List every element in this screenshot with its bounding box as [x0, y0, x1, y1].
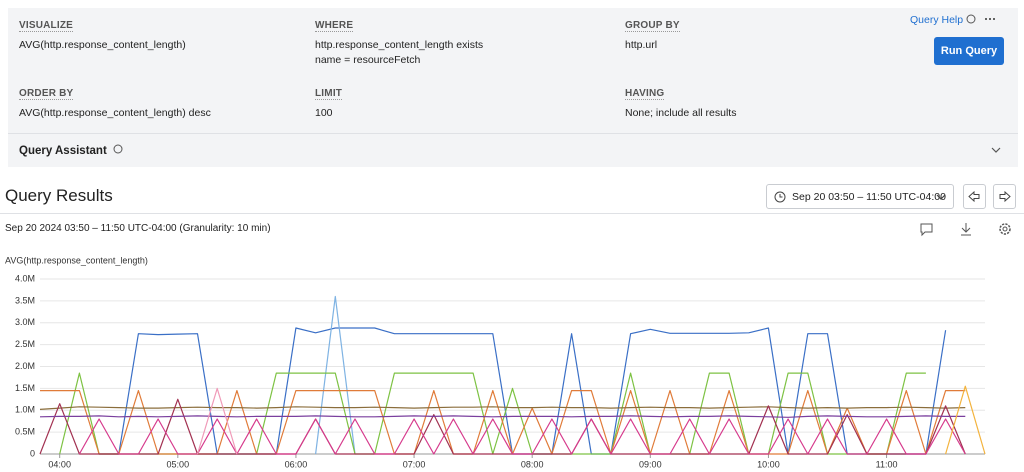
query-assistant-toggle[interactable]: Query Assistant: [19, 143, 124, 157]
x-tick-label: 04:00: [48, 459, 71, 469]
clause-label: VISUALIZE: [19, 20, 74, 32]
clock-icon: [774, 191, 786, 203]
y-tick-label: 0: [30, 448, 35, 458]
help-icon: [113, 144, 123, 154]
query-help-link[interactable]: Query Help: [910, 13, 1006, 26]
series-line: [39, 415, 966, 418]
arrow-right: [999, 190, 1011, 203]
y-tick-label: 2.5M: [15, 339, 35, 349]
query-builder: Query Help Run Query Query Assistant VIS…: [8, 8, 1018, 167]
series-line: [196, 387, 238, 455]
results-summary: Sep 20 2024 03:50 – 11:50 UTC-04:00 (Gra…: [5, 223, 271, 234]
time-range-picker[interactable]: Sep 20 03:50 – 11:50 UTC-04:00: [766, 184, 954, 209]
chevron-down[interactable]: [990, 145, 1002, 155]
y-tick-label: 1.0M: [15, 405, 35, 415]
clause-value[interactable]: name = resourceFetch: [315, 54, 421, 66]
clause-label: GROUP BY: [625, 20, 680, 32]
y-axis-title: AVG(http.response_content_length): [5, 255, 148, 265]
series-line: [59, 372, 926, 455]
run-query-button[interactable]: Run Query: [934, 37, 1004, 65]
clause-value[interactable]: http.response_content_length exists: [315, 39, 484, 51]
result-actions: [920, 223, 1011, 237]
clause-label: ORDER BY: [19, 88, 74, 100]
arrow-left: [968, 190, 980, 203]
query-help-text: Query Help: [910, 14, 964, 26]
series-line: [40, 390, 966, 455]
series-line: [945, 385, 986, 455]
clause-label: HAVING: [625, 88, 665, 100]
series-line: [39, 398, 966, 455]
x-tick-label: 09:00: [639, 459, 662, 469]
y-tick-label: 0.5M: [15, 427, 35, 437]
clause-value[interactable]: http.url: [625, 39, 658, 51]
clause-value[interactable]: 100: [315, 107, 333, 119]
results-title: Query Results: [5, 186, 113, 205]
series-line: [39, 406, 966, 410]
y-tick-label: 1.5M: [15, 383, 35, 393]
divider: [8, 133, 1018, 134]
comment-icon[interactable]: [920, 223, 933, 237]
series-line: [78, 418, 966, 455]
previous-range-button[interactable]: [963, 184, 986, 209]
clause-value[interactable]: AVG(http.response_content_length) desc: [19, 107, 211, 119]
x-tick-label: 06:00: [285, 459, 308, 469]
y-tick-label: 4.0M: [15, 273, 35, 283]
x-tick-label: 11:00: [876, 459, 898, 469]
y-tick-label: 3.0M: [15, 317, 35, 327]
x-tick-label: 08:00: [521, 459, 544, 469]
y-tick-label: 2.0M: [15, 361, 35, 371]
series-line: [315, 295, 356, 455]
settings-icon[interactable]: [999, 223, 1011, 235]
clause-value[interactable]: AVG(http.response_content_length): [19, 39, 186, 51]
chevron-down: [936, 194, 946, 200]
query-assistant-text: Query Assistant: [19, 145, 107, 157]
clause-label: WHERE: [315, 20, 354, 32]
help-icons: [966, 14, 996, 24]
download-icon[interactable]: [961, 223, 971, 236]
clause-label: LIMIT: [315, 88, 343, 100]
clause-value[interactable]: None; include all results: [625, 107, 737, 119]
next-range-button[interactable]: [993, 184, 1016, 209]
x-tick-label: 10:00: [757, 459, 780, 469]
x-tick-label: 07:00: [403, 459, 426, 469]
x-tick-label: 05:00: [167, 459, 190, 469]
time-range-text: Sep 20 03:50 – 11:50 UTC-04:00: [792, 191, 946, 203]
y-tick-label: 3.5M: [15, 295, 35, 305]
chart: AVG(http.response_content_length) 0 0.5M 1…: [5, 255, 986, 469]
divider: [0, 213, 1024, 214]
